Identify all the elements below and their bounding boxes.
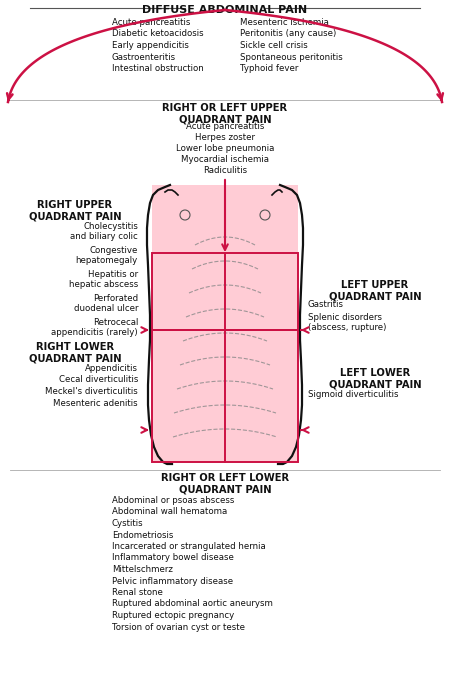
Text: Congestive
hepatomegaly: Congestive hepatomegaly	[76, 246, 138, 265]
Text: Cholecystitis
and biliary colic: Cholecystitis and biliary colic	[70, 222, 138, 241]
Text: Gastroenteritis: Gastroenteritis	[112, 52, 176, 61]
Text: Meckel's diverticulitis: Meckel's diverticulitis	[45, 387, 138, 396]
Text: Hepatitis or
hepatic abscess: Hepatitis or hepatic abscess	[69, 270, 138, 290]
Text: Gastritis: Gastritis	[308, 300, 344, 309]
Text: Lower lobe pneumonia: Lower lobe pneumonia	[176, 144, 274, 153]
Text: Pelvic inflammatory disease: Pelvic inflammatory disease	[112, 577, 233, 585]
Text: Torsion of ovarian cyst or teste: Torsion of ovarian cyst or teste	[112, 622, 245, 632]
Text: Ruptured abdominal aortic aneurysm: Ruptured abdominal aortic aneurysm	[112, 600, 273, 609]
Text: Appendicitis: Appendicitis	[85, 364, 138, 373]
Text: DIFFUSE ABDOMINAL PAIN: DIFFUSE ABDOMINAL PAIN	[143, 5, 307, 15]
Text: RIGHT OR LEFT UPPER
QUADRANT PAIN: RIGHT OR LEFT UPPER QUADRANT PAIN	[162, 103, 288, 124]
Text: Typhoid fever: Typhoid fever	[240, 64, 298, 73]
Text: Herpes zoster: Herpes zoster	[195, 133, 255, 142]
Text: Cecal diverticulitis: Cecal diverticulitis	[58, 375, 138, 384]
Text: Mesenteric adenitis: Mesenteric adenitis	[54, 398, 138, 407]
Bar	[152, 330, 298, 462]
Text: Mittelschmerz: Mittelschmerz	[112, 565, 173, 574]
Text: Peritonitis (any cause): Peritonitis (any cause)	[240, 29, 336, 39]
Bar	[152, 185, 298, 462]
Text: Early appendicitis: Early appendicitis	[112, 41, 189, 50]
Text: LEFT LOWER
QUADRANT PAIN: LEFT LOWER QUADRANT PAIN	[328, 368, 421, 390]
Text: RIGHT UPPER
QUADRANT PAIN: RIGHT UPPER QUADRANT PAIN	[29, 200, 122, 222]
Text: Intestinal obstruction: Intestinal obstruction	[112, 64, 204, 73]
Text: Renal stone: Renal stone	[112, 588, 163, 597]
Text: Sigmoid diverticulitis: Sigmoid diverticulitis	[308, 390, 399, 399]
Text: Acute pancreatitis: Acute pancreatitis	[186, 122, 264, 131]
Text: Inflammatory bowel disease: Inflammatory bowel disease	[112, 554, 234, 562]
Text: Abdominal or psoas abscess: Abdominal or psoas abscess	[112, 496, 234, 505]
Text: Splenic disorders
(abscess, rupture): Splenic disorders (abscess, rupture)	[308, 313, 387, 332]
Text: Endometriosis: Endometriosis	[112, 530, 173, 539]
Text: Diabetic ketoacidosis: Diabetic ketoacidosis	[112, 29, 203, 39]
Text: Acute pancreatitis: Acute pancreatitis	[112, 18, 190, 27]
Text: RIGHT OR LEFT LOWER
QUADRANT PAIN: RIGHT OR LEFT LOWER QUADRANT PAIN	[161, 473, 289, 494]
Text: Sickle cell crisis: Sickle cell crisis	[240, 41, 308, 50]
Text: Perforated
duodenal ulcer: Perforated duodenal ulcer	[73, 294, 138, 313]
Text: LEFT UPPER
QUADRANT PAIN: LEFT UPPER QUADRANT PAIN	[328, 280, 421, 302]
Text: Mesenteric ischemia: Mesenteric ischemia	[240, 18, 329, 27]
Text: Abdominal wall hematoma: Abdominal wall hematoma	[112, 507, 227, 517]
Text: RIGHT LOWER
QUADRANT PAIN: RIGHT LOWER QUADRANT PAIN	[29, 342, 122, 364]
Text: Retrocecal
appendicitis (rarely): Retrocecal appendicitis (rarely)	[51, 318, 138, 337]
Text: Myocardial ischemia: Myocardial ischemia	[181, 155, 269, 164]
Text: Incarcerated or strangulated hernia: Incarcerated or strangulated hernia	[112, 542, 266, 551]
Text: Cystitis: Cystitis	[112, 519, 144, 528]
Text: Ruptured ectopic pregnancy: Ruptured ectopic pregnancy	[112, 611, 234, 620]
Text: Spontaneous peritonitis: Spontaneous peritonitis	[240, 52, 343, 61]
Bar	[152, 253, 298, 330]
Text: Radiculitis: Radiculitis	[203, 166, 247, 175]
